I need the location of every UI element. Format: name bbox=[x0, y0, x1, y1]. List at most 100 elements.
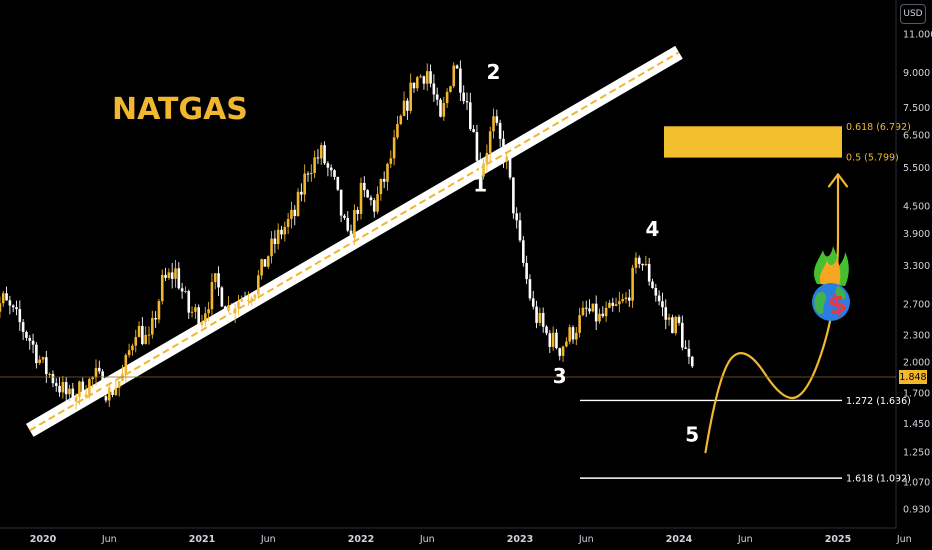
candle-body bbox=[160, 274, 164, 302]
candle-body bbox=[389, 158, 393, 164]
candle-body bbox=[91, 377, 94, 380]
candle-body bbox=[61, 382, 65, 393]
candle-body bbox=[78, 381, 81, 398]
candle-body bbox=[333, 170, 336, 177]
candle-body bbox=[134, 337, 138, 346]
y-tick-label: 6.500 bbox=[903, 131, 930, 142]
candle-body bbox=[512, 177, 515, 214]
candle-body bbox=[71, 388, 75, 402]
candle-body bbox=[343, 215, 346, 218]
candle-body bbox=[531, 298, 535, 307]
candle-body bbox=[571, 327, 575, 340]
candle-body bbox=[114, 387, 118, 396]
candle-body bbox=[674, 316, 677, 334]
currency-label: USD bbox=[903, 9, 923, 19]
currency-button[interactable]: USD bbox=[900, 4, 926, 24]
candle-body bbox=[353, 209, 356, 238]
candle-body bbox=[300, 191, 303, 195]
candle-body bbox=[363, 182, 366, 191]
y-tick-label: 2.000 bbox=[903, 357, 930, 368]
candle-body bbox=[637, 257, 641, 264]
candle-body bbox=[386, 163, 389, 182]
candle-body bbox=[548, 333, 552, 347]
candle-body bbox=[104, 396, 108, 401]
candle-body bbox=[356, 209, 359, 214]
y-tick-label: 1.070 bbox=[903, 478, 930, 489]
candle-body bbox=[31, 340, 35, 345]
x-tick-label: Jun bbox=[578, 534, 594, 545]
candle-body bbox=[247, 300, 250, 302]
candle-body bbox=[598, 313, 601, 322]
candle-body bbox=[581, 307, 585, 316]
candle-body bbox=[257, 275, 260, 295]
x-tick-label: Jun bbox=[101, 534, 117, 545]
candle-body bbox=[594, 303, 598, 322]
candle-body bbox=[604, 307, 608, 317]
candle-body bbox=[170, 272, 174, 279]
candle-body bbox=[369, 197, 373, 201]
candle-body bbox=[336, 176, 340, 190]
candle-body bbox=[319, 145, 323, 159]
candle-body bbox=[445, 91, 449, 104]
candle-body bbox=[316, 157, 320, 159]
candle-body bbox=[505, 156, 509, 162]
candle-body bbox=[230, 305, 234, 314]
candle-body bbox=[349, 230, 353, 238]
candle-body bbox=[657, 295, 661, 302]
candle-body bbox=[64, 382, 68, 395]
y-tick-label: 0.930 bbox=[903, 505, 930, 516]
fib-level-label: 1.272 (1.636) bbox=[846, 396, 911, 407]
candle-body bbox=[187, 291, 191, 313]
candle-body bbox=[273, 238, 277, 245]
candle-body bbox=[412, 82, 416, 89]
y-tick-label: 2.700 bbox=[903, 300, 930, 311]
candle-body bbox=[167, 272, 171, 278]
x-tick-label: 2022 bbox=[348, 534, 374, 545]
candle-body bbox=[690, 356, 694, 367]
candle-body bbox=[568, 327, 571, 342]
candle-body bbox=[101, 371, 104, 397]
candle-body bbox=[41, 357, 45, 360]
candle-body bbox=[290, 209, 293, 219]
candle-body bbox=[164, 274, 167, 278]
candle-body bbox=[399, 115, 403, 124]
wave-label-1: 1 bbox=[473, 172, 487, 196]
candle-body bbox=[35, 344, 38, 364]
candle-body bbox=[323, 145, 326, 164]
fib-level-label: 0.618 (6.792) bbox=[846, 122, 911, 133]
candle-body bbox=[661, 301, 664, 308]
candle-body bbox=[465, 101, 469, 103]
y-tick-label: 2.300 bbox=[903, 330, 930, 341]
candle-body bbox=[449, 86, 452, 92]
candle-body bbox=[591, 303, 595, 312]
candle-body bbox=[250, 298, 253, 301]
candle-body bbox=[488, 131, 492, 153]
candle-body bbox=[538, 313, 542, 323]
target-zone bbox=[664, 126, 842, 158]
x-tick-label: 2025 bbox=[825, 534, 851, 545]
y-tick-label: 3.900 bbox=[903, 229, 930, 240]
candle-body bbox=[270, 238, 273, 257]
candle-body bbox=[84, 394, 88, 398]
candle-body bbox=[551, 332, 555, 347]
x-tick-label: Jun bbox=[737, 534, 753, 545]
candle-body bbox=[462, 92, 465, 102]
candle-body bbox=[485, 152, 489, 164]
x-tick-label: 2024 bbox=[666, 534, 693, 545]
candle-body bbox=[310, 173, 313, 175]
candle-body bbox=[677, 316, 681, 323]
candle-body bbox=[442, 103, 446, 117]
current-price-label: 1.848 bbox=[899, 371, 927, 383]
candle-body bbox=[614, 304, 618, 306]
candle-body bbox=[376, 194, 379, 212]
y-tick-label: 1.250 bbox=[903, 448, 930, 459]
candle-body bbox=[541, 313, 545, 327]
candle-body bbox=[329, 167, 333, 171]
candle-body bbox=[45, 357, 48, 375]
y-tick-label: 5.500 bbox=[903, 163, 930, 174]
candle-body bbox=[253, 294, 257, 299]
candle-body bbox=[286, 218, 290, 227]
candle-body bbox=[667, 317, 671, 320]
candle-body bbox=[522, 240, 525, 263]
